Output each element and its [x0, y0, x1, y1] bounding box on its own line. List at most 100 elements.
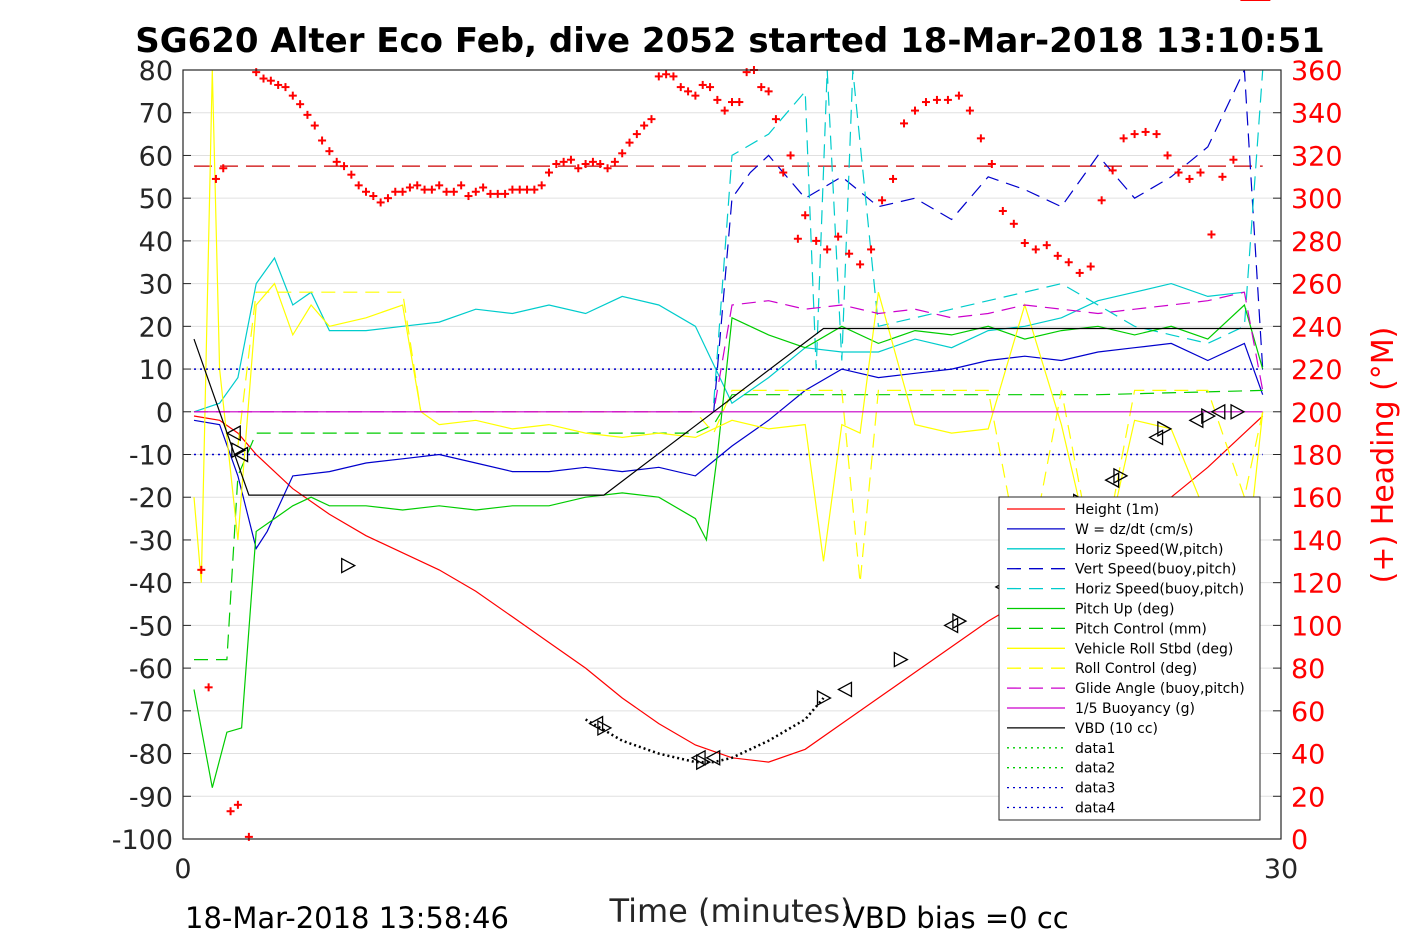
heading-point: [581, 159, 590, 168]
heading-point: [1042, 241, 1051, 250]
heading-point: [559, 157, 568, 166]
y-tick-label: -50: [129, 611, 173, 642]
y-tick-label: 0: [156, 398, 173, 429]
footer-timestamp: 18-Mar-2018 13:58:46: [185, 901, 509, 935]
y-tick-label: -20: [129, 483, 173, 514]
y-right-tick-label: 140: [1291, 526, 1343, 557]
heading-point: [244, 832, 253, 841]
y-right-tick-label: 120: [1291, 569, 1343, 600]
heading-point: [713, 95, 722, 104]
series-line-1: [193, 342, 1264, 550]
heading-point: [742, 68, 751, 77]
heading-point: [588, 157, 597, 166]
heading-point: [932, 95, 941, 104]
legend-label: Horiz Speed(W,pitch): [1075, 542, 1223, 558]
series-line-11: [193, 327, 1263, 496]
y-right-tick-label: 20: [1291, 782, 1325, 813]
heading-point: [793, 234, 802, 243]
legend-box: [998, 496, 1261, 821]
heading-point: [691, 91, 700, 100]
y-tick-label: -90: [129, 782, 173, 813]
triangle-marker: [1148, 429, 1164, 446]
legend-item: data1: [1007, 741, 1115, 757]
heading-point: [369, 192, 378, 201]
heading-point: [310, 121, 319, 130]
legend-item: Vert Speed(buoy,pitch): [1007, 562, 1237, 578]
legend-label: Glide Angle (buoy,pitch): [1075, 681, 1245, 697]
legend-label: data3: [1075, 781, 1115, 797]
heading-point: [610, 157, 619, 166]
series-line-5: [193, 303, 1264, 788]
heading-point: [779, 168, 788, 177]
heading-point: [987, 159, 996, 168]
heading-point: [501, 189, 510, 198]
heading-point: [479, 183, 488, 192]
heading-point: [618, 149, 627, 158]
heading-point: [757, 83, 766, 92]
triangle-marker: [225, 425, 241, 442]
legend-item: Roll Control (deg): [1007, 661, 1197, 677]
y-tick-label: 40: [139, 227, 173, 258]
triangle-marker: [837, 681, 853, 698]
heading-point: [471, 187, 480, 196]
y-tick-label: 70: [139, 99, 173, 130]
heading-point: [545, 168, 553, 177]
y-tick-label: -80: [129, 740, 173, 771]
legend-item: VBD (10 cc): [1007, 721, 1158, 737]
triangle-marker: [1104, 472, 1120, 489]
y-tick-label: 20: [139, 312, 173, 343]
triangle-marker: [588, 715, 604, 732]
y-tick-label: -60: [129, 654, 173, 685]
heading-point: [640, 121, 649, 130]
heading-point: [976, 134, 985, 143]
x-tick-label: 30: [1264, 854, 1298, 885]
heading-point: [537, 181, 546, 190]
heading-point: [486, 189, 495, 198]
heading-point: [259, 74, 268, 83]
triangle-marker: [597, 719, 613, 737]
y-tick-label: 60: [139, 141, 173, 172]
legend-label: data1: [1075, 741, 1115, 757]
heading-point: [376, 198, 385, 207]
heading-point: [900, 119, 909, 128]
heading-point: [603, 164, 612, 173]
heading-point: [632, 130, 641, 139]
heading-point: [812, 236, 821, 245]
heading-point: [596, 159, 605, 168]
legend-item: Horiz Speed(buoy,pitch): [1007, 582, 1244, 598]
heading-point: [515, 185, 524, 194]
heading-point: [684, 87, 693, 96]
heading-point: [823, 245, 832, 254]
series-line-7: [193, 69, 1264, 585]
heading-point: [457, 181, 466, 190]
heading-point: [566, 155, 575, 164]
heading-point: [1185, 174, 1194, 183]
y-right-tick-label: 240: [1291, 312, 1343, 343]
heading-point: [1086, 262, 1095, 271]
heading-point: [204, 683, 213, 692]
y-right-tick-label: 360: [1291, 56, 1343, 87]
heading-point: [735, 98, 744, 107]
y-right-tick-label: 200: [1291, 398, 1343, 429]
heading-point: [662, 70, 671, 79]
triangle-marker: [233, 446, 249, 463]
heading-point: [347, 170, 356, 179]
y-tick-label: -100: [112, 825, 173, 856]
heading-point: [252, 68, 261, 77]
series-line-4: [713, 69, 1264, 404]
legend-item: 1/5 Buoyancy (g): [1007, 701, 1195, 717]
heading-point: [1196, 168, 1205, 177]
heading-point: [801, 211, 810, 220]
heading-point: [911, 106, 919, 115]
heading-point: [764, 87, 773, 96]
legend-label: VBD (10 cc): [1075, 721, 1158, 737]
heading-point: [1218, 172, 1227, 181]
heading-point: [274, 80, 283, 89]
legend-item: Pitch Up (deg): [1007, 602, 1174, 618]
legend-item: Horiz Speed(W,pitch): [1007, 542, 1223, 558]
heading-point: [325, 147, 334, 156]
heading-point: [340, 162, 349, 171]
heading-layer: [197, 0, 1271, 841]
heading-point: [219, 164, 228, 173]
